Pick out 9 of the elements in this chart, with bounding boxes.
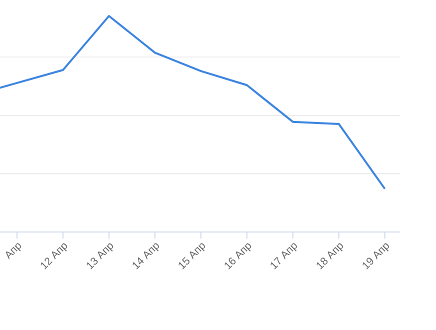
x-tick-label: 17 Апр — [270, 243, 297, 270]
x-tick-label: 14 Апр — [132, 243, 160, 270]
x-tick-label: Апр — [6, 243, 22, 260]
x-tick-label: 13 Апр — [86, 243, 114, 270]
x-tick-label: 15 Апр — [178, 243, 205, 270]
x-tick-label: 16 Апр — [224, 243, 252, 270]
x-tick-label: 18 Апр — [316, 243, 343, 270]
x-tick-label: 19 Апр — [362, 243, 389, 270]
x-tick-label: 12 Апр — [40, 243, 68, 270]
